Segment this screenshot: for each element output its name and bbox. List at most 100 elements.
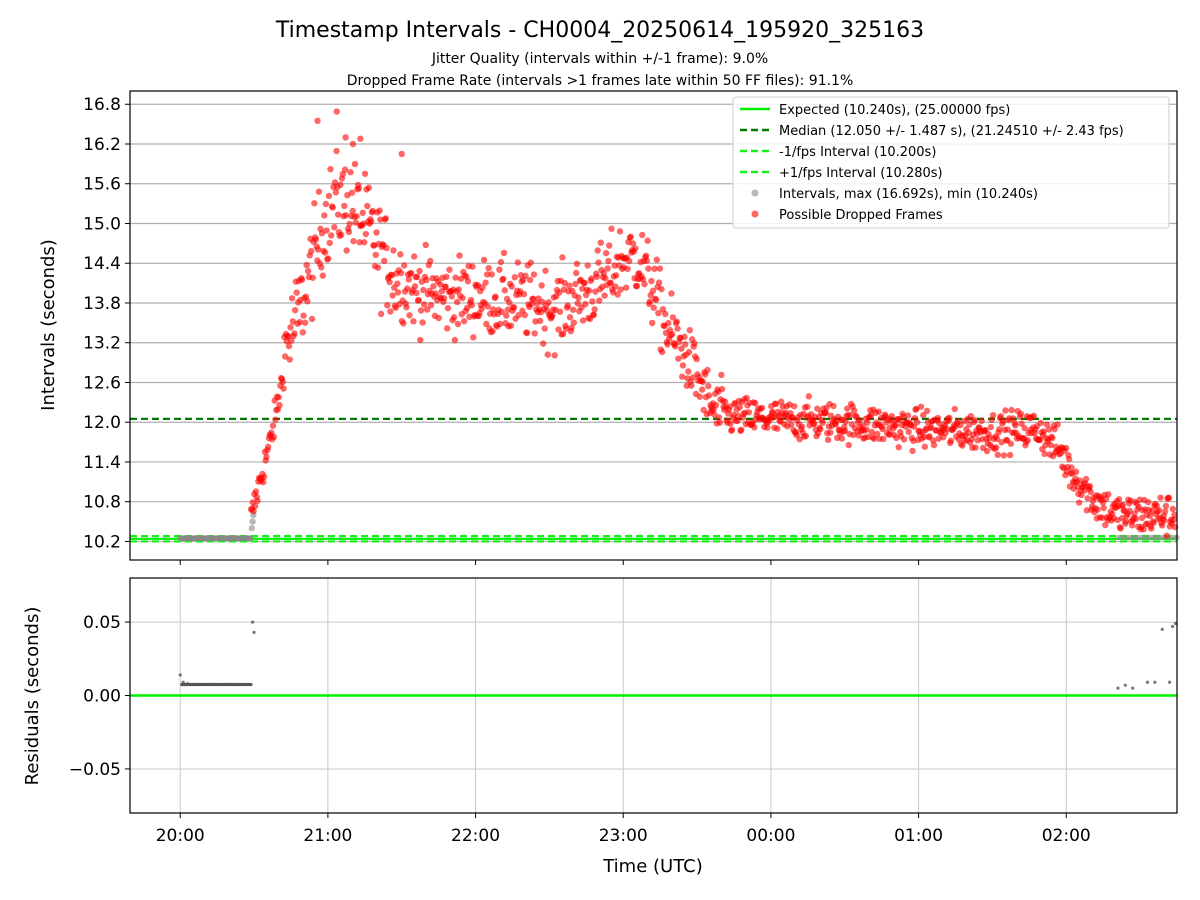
dropped-frame-point xyxy=(539,298,546,306)
dropped-frame-point xyxy=(644,237,651,244)
dropped-frame-point xyxy=(913,419,921,426)
dropped-frame-point xyxy=(398,150,405,158)
dropped-frame-point xyxy=(403,304,410,311)
dropped-frame-point xyxy=(559,330,567,338)
dropped-frame-point xyxy=(1162,502,1170,510)
dropped-frame-point xyxy=(325,192,333,200)
dropped-frame-point xyxy=(1087,488,1094,496)
dropped-frame-point xyxy=(272,416,279,423)
dropped-frame-point xyxy=(926,433,933,440)
dropped-frame-point xyxy=(539,340,547,347)
dropped-frame-point xyxy=(478,305,485,312)
dropped-frame-point xyxy=(716,419,723,426)
dropped-frame-point xyxy=(309,274,317,281)
dropped-frame-point xyxy=(572,280,579,288)
dropped-frame-point xyxy=(331,224,338,231)
dropped-frame-point xyxy=(446,266,453,273)
dropped-frame-point xyxy=(467,296,475,304)
dropped-frame-point xyxy=(544,351,551,358)
dropped-frame-point xyxy=(655,309,662,317)
dropped-frame-point xyxy=(333,147,340,155)
dropped-frame-point xyxy=(574,300,581,307)
dropped-frame-point xyxy=(892,422,899,429)
dropped-frame-point xyxy=(496,266,503,273)
dropped-frame-point xyxy=(611,262,618,269)
dropped-frame-point xyxy=(971,416,978,424)
dropped-frame-point xyxy=(490,306,497,313)
dropped-frame-point xyxy=(643,257,651,264)
dropped-frame-point xyxy=(508,283,515,290)
dropped-frame-point xyxy=(796,435,803,443)
dropped-frame-point xyxy=(679,362,687,369)
dropped-frame-point xyxy=(559,254,566,261)
dropped-frame-point xyxy=(612,272,620,279)
dropped-frame-point xyxy=(641,280,648,288)
dropped-frame-point xyxy=(270,433,278,441)
dropped-frame-point xyxy=(299,329,307,336)
dropped-frame-point xyxy=(389,292,396,299)
dropped-frame-point xyxy=(649,287,657,295)
dropped-frame-point xyxy=(417,307,425,314)
dropped-frame-point xyxy=(596,297,603,304)
dropped-frame-point xyxy=(993,444,1000,451)
dropped-frame-point xyxy=(769,408,776,416)
dropped-frame-point xyxy=(951,405,958,413)
dropped-frame-point xyxy=(545,299,552,306)
dropped-frame-point xyxy=(365,184,373,191)
dropped-frame-point xyxy=(764,424,771,431)
dropped-frame-point xyxy=(1054,421,1061,428)
dropped-frame-point xyxy=(311,200,318,207)
dropped-frame-point xyxy=(387,308,394,315)
residual-point xyxy=(1173,621,1178,626)
dropped-frame-point xyxy=(400,320,407,327)
dropped-frame-point xyxy=(627,233,634,240)
dropped-frame-point xyxy=(601,292,608,299)
dropped-frame-point xyxy=(830,402,837,410)
residual-point xyxy=(1145,680,1150,684)
intervals-y-tick-label: 16.2 xyxy=(83,135,121,155)
dropped-frame-point xyxy=(251,502,259,510)
dropped-frame-point xyxy=(338,231,345,239)
dropped-frame-point xyxy=(1132,515,1140,523)
dropped-frame-point xyxy=(570,319,578,326)
dropped-frame-point xyxy=(417,336,424,344)
dropped-frame-point xyxy=(685,348,693,356)
intervals-dropped-points xyxy=(247,108,1179,539)
figure-subtitle-dropped: Dropped Frame Rate (intervals >1 frames … xyxy=(347,73,854,89)
dropped-frame-point xyxy=(444,304,452,312)
dropped-frame-point xyxy=(496,320,504,328)
dropped-frame-point xyxy=(397,251,404,258)
residual-point xyxy=(208,682,212,687)
dropped-frame-point xyxy=(978,417,985,425)
dropped-frame-point xyxy=(413,289,420,297)
dropped-frame-point xyxy=(1158,522,1166,529)
legend-marker-dropped xyxy=(751,210,759,218)
residuals-y-tick-label: 0.05 xyxy=(83,613,121,633)
dropped-frame-point xyxy=(1115,496,1123,503)
dropped-frame-point xyxy=(681,333,688,341)
dropped-frame-point xyxy=(1140,526,1147,533)
dropped-frame-point xyxy=(604,265,611,272)
dropped-frame-point xyxy=(827,429,834,436)
dropped-frame-point xyxy=(568,324,575,331)
dropped-frame-point xyxy=(489,328,496,335)
dropped-frame-point xyxy=(993,435,1001,443)
dropped-frame-point xyxy=(1157,494,1164,501)
dropped-frame-point xyxy=(711,411,718,418)
dropped-frame-point xyxy=(646,298,654,305)
dropped-frame-point xyxy=(856,416,863,424)
dropped-frame-point xyxy=(1094,506,1101,513)
dropped-frame-point xyxy=(624,265,631,273)
dropped-frame-point xyxy=(1007,440,1015,447)
dropped-frame-point xyxy=(664,341,671,348)
legend-entry-expected: Expected (10.240s), (25.00000 fps) xyxy=(779,103,1010,118)
dropped-frame-point xyxy=(416,267,423,275)
dropped-frame-point xyxy=(372,251,379,259)
dropped-frame-point xyxy=(959,442,966,449)
dropped-frame-point xyxy=(351,160,359,168)
residual-point xyxy=(252,630,256,634)
dropped-frame-point xyxy=(327,165,334,173)
dropped-frame-point xyxy=(649,319,656,327)
dropped-frame-point xyxy=(551,352,558,359)
dropped-frame-point xyxy=(994,451,1001,459)
